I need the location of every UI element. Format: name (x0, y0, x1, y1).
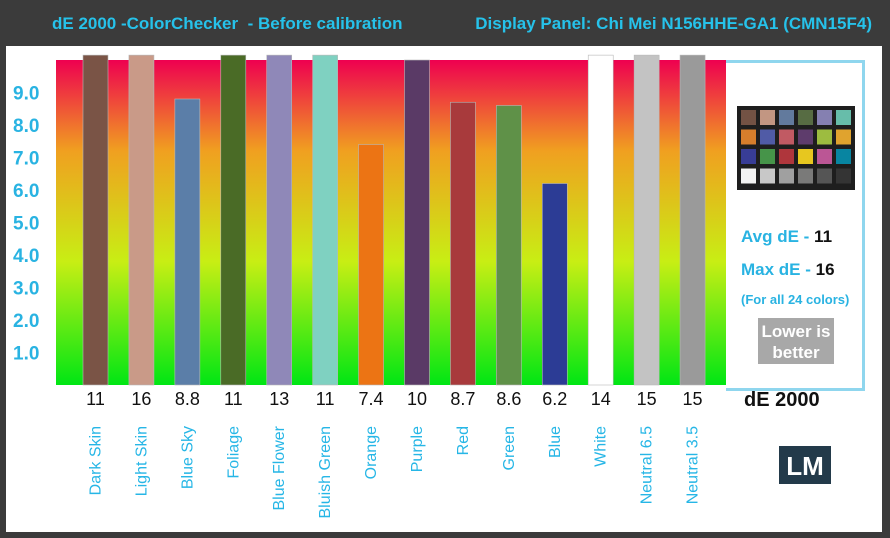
colorchecker-swatch (779, 110, 794, 125)
colorchecker-swatch (817, 110, 832, 125)
category-label: Blue Sky (179, 426, 196, 489)
colorchecker-swatch (798, 149, 813, 164)
value-label: 8.8 (175, 389, 200, 409)
lower-is-better-line2: better (772, 343, 820, 362)
category-label: Bluish Green (317, 426, 334, 519)
y-tick-label: 7.0 (13, 149, 39, 170)
y-tick-label: 8.0 (13, 116, 39, 137)
colorchecker-swatch (760, 110, 775, 125)
colorchecker-swatch (779, 168, 794, 184)
category-label: Blue Flower (271, 425, 288, 510)
bar (679, 54, 706, 386)
colorchecker-icon (737, 106, 855, 190)
all-colors-note: (For all 24 colors) (741, 292, 849, 307)
plot-background (56, 60, 726, 385)
colorchecker-swatch (798, 129, 813, 145)
colorchecker-swatch (817, 168, 832, 184)
y-tick-label: 2.0 (13, 311, 39, 332)
y-tick-label: 1.0 (13, 344, 39, 365)
colorchecker-frame (737, 106, 855, 190)
y-tick-label: 4.0 (13, 246, 39, 267)
value-label: 14 (591, 389, 611, 409)
category-label: Dark Skin (88, 426, 105, 495)
value-label: 7.4 (359, 389, 384, 409)
value-label: 15 (637, 389, 657, 409)
y-tick-label: 6.0 (13, 181, 39, 202)
bar (174, 98, 201, 386)
colorchecker-swatches (741, 110, 851, 184)
colorchecker-swatch (741, 149, 756, 164)
colorchecker-swatch (741, 129, 756, 145)
display-panel-title: Display Panel: Chi Mei N156HHE-GA1 (CMN1… (475, 14, 872, 33)
y-axis: 1.0 2.0 3.0 4.0 5.0 6.0 7.0 8.0 9.0 (13, 84, 39, 365)
value-label: 8.7 (450, 389, 475, 409)
lower-is-better-badge: Lower is better (758, 318, 834, 364)
value-labels: 11 16 8.8 11 13 11 7.4 10 8.7 8.6 6.2 14 15 15 (86, 389, 702, 409)
value-label: 8.6 (496, 389, 521, 409)
colorchecker-swatch (817, 149, 832, 164)
category-label: Neutral 6.5 (639, 426, 656, 504)
colorchecker-swatch (836, 168, 851, 184)
avg-de-text: Avg dE - 11 (741, 227, 832, 246)
value-label: 11 (316, 389, 335, 409)
value-label: 6.2 (542, 389, 567, 409)
bar (82, 54, 109, 386)
bar (358, 144, 384, 386)
chart-header: dE 2000 -ColorChecker - Before calibrati… (0, 0, 890, 46)
lower-is-better-line1: Lower is (762, 322, 831, 341)
category-label: Orange (363, 426, 380, 479)
category-label: Light Skin (133, 426, 150, 496)
colorchecker-swatch (798, 168, 813, 184)
value-label: 15 (683, 389, 703, 409)
bar (312, 54, 338, 386)
colorchecker-swatch (836, 110, 851, 125)
category-label: Foliage (225, 426, 242, 479)
colorchecker-swatch (779, 129, 794, 145)
value-label: 10 (407, 389, 427, 409)
logo-text: LM (786, 451, 824, 481)
category-label: Green (501, 426, 518, 470)
category-label: Red (455, 426, 472, 455)
bar-series (82, 54, 706, 386)
bar (633, 54, 660, 386)
lm-logo: LM (779, 446, 831, 484)
y-tick-label: 3.0 (13, 279, 39, 300)
category-labels: Dark Skin Light Skin Blue Sky Foliage Blue F… (88, 425, 702, 518)
colorchecker-swatch (760, 129, 775, 145)
chart-title: dE 2000 -ColorChecker - Before calibrati… (52, 14, 403, 33)
colorchecker-swatch (836, 129, 851, 145)
bar (266, 54, 293, 386)
bar (496, 105, 522, 386)
bar (450, 101, 476, 386)
colorchecker-swatch (760, 149, 775, 164)
category-label: Blue (547, 426, 564, 458)
colorchecker-swatch (760, 168, 775, 184)
bar (128, 54, 155, 386)
metric-label: dE 2000 (744, 389, 820, 411)
value-label: 13 (269, 389, 289, 409)
colorchecker-swatch (741, 110, 756, 125)
logo-background (779, 446, 831, 484)
colorchecker-swatch (741, 168, 756, 184)
lower-is-better-background (758, 318, 834, 364)
colorchecker-swatch (836, 149, 851, 164)
colorchecker-swatch (798, 110, 813, 125)
y-tick-label: 9.0 (13, 84, 39, 105)
bar (541, 183, 568, 386)
bar (404, 59, 430, 386)
y-tick-label: 5.0 (13, 214, 39, 235)
category-label: White (593, 426, 610, 467)
category-label: Neutral 3.5 (685, 426, 702, 504)
bar (587, 54, 614, 386)
max-de-text: Max dE - 16 (741, 260, 835, 279)
colorchecker-swatch (817, 129, 832, 145)
category-label: Purple (409, 426, 426, 472)
colorchecker-swatch (779, 149, 794, 164)
value-label: 16 (131, 389, 151, 409)
bar (220, 54, 247, 386)
value-label: 11 (224, 389, 243, 409)
value-label: 11 (86, 389, 105, 409)
